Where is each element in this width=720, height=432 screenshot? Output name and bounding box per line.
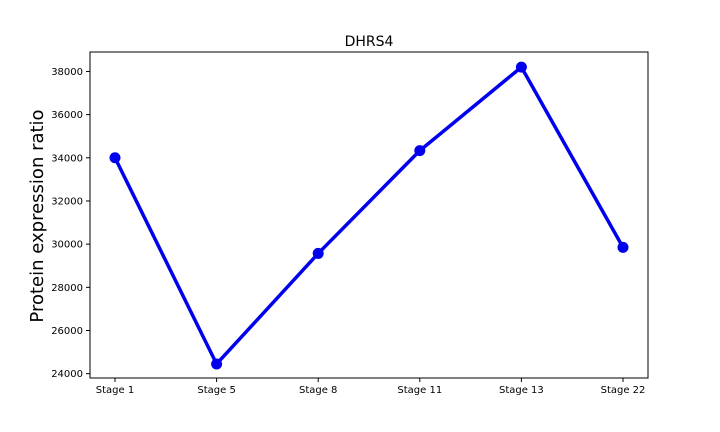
y-tick-label: 30000 [51, 240, 83, 251]
data-points [109, 61, 629, 370]
x-tick-label: Stage 5 [197, 385, 235, 396]
data-point [515, 61, 527, 73]
y-tick-label: 34000 [51, 153, 83, 164]
y-axis: 24000 26000 28000 30000 32000 34000 36000 38000 [51, 67, 90, 380]
y-tick-label: 24000 [51, 369, 83, 380]
y-tick-label: 36000 [51, 110, 83, 121]
x-tick-label: Stage 13 [499, 385, 544, 396]
series-line [113, 65, 625, 366]
y-tick-label: 38000 [51, 67, 83, 78]
x-tick-label: Stage 1 [96, 385, 134, 396]
data-point [414, 145, 426, 157]
x-axis: Stage 1 Stage 5 Stage 8 Stage 11 Stage 13 Sta… [96, 378, 646, 396]
y-tick-label: 26000 [51, 326, 83, 337]
y-tick-label: 32000 [51, 196, 83, 207]
x-tick-label: Stage 8 [299, 385, 337, 396]
chart-title: DHRS4 [345, 34, 394, 50]
data-point [109, 152, 121, 164]
y-axis-label: Protein expression ratio [27, 109, 48, 322]
data-point [211, 358, 223, 370]
x-tick-label: Stage 11 [397, 385, 442, 396]
y-tick-label: 28000 [51, 283, 83, 294]
plot-frame [89, 51, 649, 379]
data-point [312, 247, 324, 259]
x-tick-label: Stage 22 [601, 385, 646, 396]
data-point [617, 241, 629, 253]
